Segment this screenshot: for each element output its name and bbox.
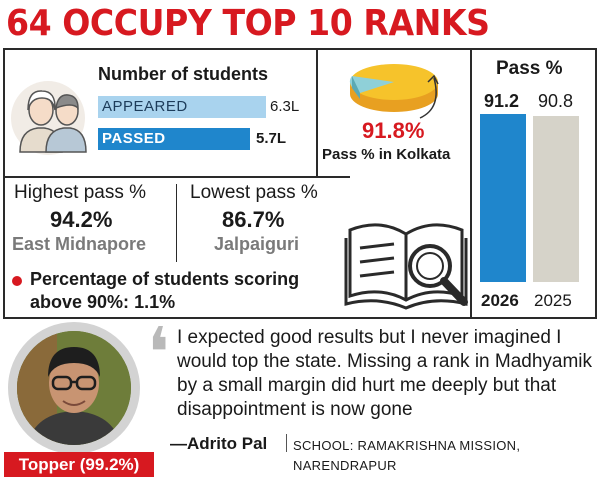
quote-mark-icon: ❛ xyxy=(147,312,170,394)
bar-value-2026: 91.2 xyxy=(484,91,520,111)
appeared-value: 6.3L xyxy=(270,98,300,115)
quote-text: I expected good results but I never imag… xyxy=(177,327,593,420)
bar-2026 xyxy=(480,114,526,282)
above90-value: 1.1% xyxy=(134,292,176,312)
bullet-dot xyxy=(12,276,22,286)
headline: 64 OCCUPY TOP 10 RANKS xyxy=(6,3,490,44)
passed-bar: PASSED xyxy=(98,128,250,150)
school-text: SCHOOL: RAMAKRISHNA MISSION, NARENDRAPUR xyxy=(293,438,521,473)
kolkata-pass-label: Pass % in Kolkata xyxy=(322,146,451,163)
book-magnifier-icon xyxy=(342,210,474,317)
bar-2025 xyxy=(533,116,579,282)
highest-place: East Midnapore xyxy=(12,234,147,254)
appeared-bar: APPEARED xyxy=(98,96,266,118)
divider xyxy=(316,48,318,178)
highest-label: Highest pass % xyxy=(14,182,147,203)
lowest-label: Lowest pass % xyxy=(190,182,318,203)
above90-label: Percentage of students scoring above 90%… xyxy=(30,269,300,312)
arrow-icon xyxy=(416,72,446,127)
lowest-place: Jalpaiguri xyxy=(214,234,300,254)
divider xyxy=(176,184,177,262)
bar-value-2025: 90.8 xyxy=(538,91,574,111)
above90-text: Percentage of students scoring above 90%… xyxy=(30,268,330,314)
bar-year-2026: 2026 xyxy=(481,291,519,310)
students-icon xyxy=(10,80,88,161)
pie-chart-icon xyxy=(344,54,444,129)
quote-author: —Adrito Pal xyxy=(170,434,268,453)
divider xyxy=(470,48,472,319)
kolkata-pass-value: 91.8% xyxy=(362,118,425,143)
pass-chart-title: Pass % xyxy=(496,58,563,79)
lowest-value: 86.7% xyxy=(222,207,285,232)
passed-value: 5.7L xyxy=(256,130,287,147)
topper-photo xyxy=(17,331,131,445)
author-separator xyxy=(286,434,287,452)
divider xyxy=(3,176,318,178)
students-title: Number of students xyxy=(98,64,269,84)
highest-value: 94.2% xyxy=(50,207,113,232)
bar-year-2025: 2025 xyxy=(534,291,572,310)
topper-badge: Topper (99.2%) xyxy=(4,452,154,477)
infographic-frame xyxy=(3,48,597,319)
divider xyxy=(316,176,350,178)
